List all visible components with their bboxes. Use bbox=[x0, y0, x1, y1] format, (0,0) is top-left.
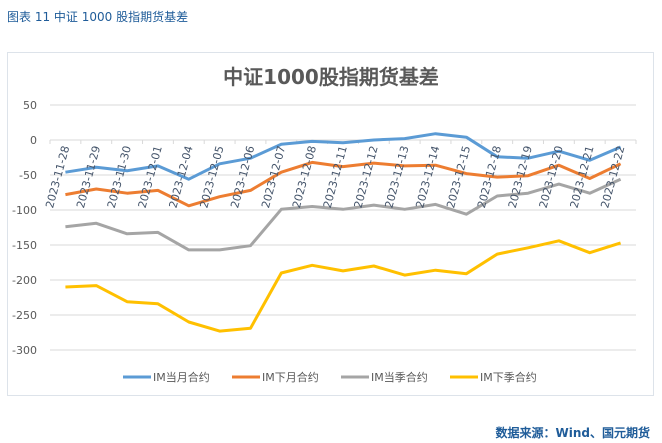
series-line bbox=[65, 177, 622, 252]
y-tick-label: -150 bbox=[12, 239, 37, 252]
x-tick-label: 2023-12-01 bbox=[136, 144, 165, 209]
legend-label: IM当月合约 bbox=[153, 370, 210, 384]
y-tick-label: -50 bbox=[19, 169, 37, 182]
series-line bbox=[65, 132, 622, 181]
x-tick-label: 2023-12-11 bbox=[321, 144, 350, 209]
legend-label: IM下月合约 bbox=[262, 370, 319, 384]
figure-caption: 图表 11 中证 1000 股指期货基差 bbox=[7, 10, 189, 24]
y-tick-label: -200 bbox=[12, 274, 37, 287]
data-source: 数据来源：Wind、国元期货 bbox=[495, 426, 650, 440]
y-tick-label: -100 bbox=[12, 204, 37, 217]
x-tick-label: 2023-11-30 bbox=[105, 144, 134, 209]
x-tick-label: 2023-12-15 bbox=[444, 144, 473, 209]
x-tick-label: 2023-11-29 bbox=[74, 144, 103, 209]
legend-label: IM当季合约 bbox=[371, 370, 428, 384]
x-tick-label: 2023-12-07 bbox=[259, 144, 288, 209]
x-tick-label: 2023-11-28 bbox=[43, 144, 72, 209]
x-tick-label: 2023-12-13 bbox=[382, 144, 411, 209]
series-line bbox=[65, 239, 622, 333]
x-tick-label: 2023-12-14 bbox=[413, 144, 442, 209]
y-tick-label: 0 bbox=[30, 134, 37, 147]
series-line bbox=[65, 160, 622, 208]
y-tick-label: 50 bbox=[23, 99, 37, 112]
y-tick-label: -250 bbox=[12, 309, 37, 322]
chart-frame bbox=[7, 52, 654, 396]
x-tick-label: 2023-12-08 bbox=[290, 144, 319, 209]
y-tick-label: -300 bbox=[12, 344, 37, 357]
x-tick-label: 2023-12-12 bbox=[352, 144, 381, 209]
x-tick-label: 2023-12-06 bbox=[228, 144, 257, 209]
legend-label: IM下季合约 bbox=[480, 370, 537, 384]
x-tick-label: 2023-12-05 bbox=[197, 144, 226, 209]
chart-title: 中证1000股指期货基差 bbox=[223, 65, 439, 89]
